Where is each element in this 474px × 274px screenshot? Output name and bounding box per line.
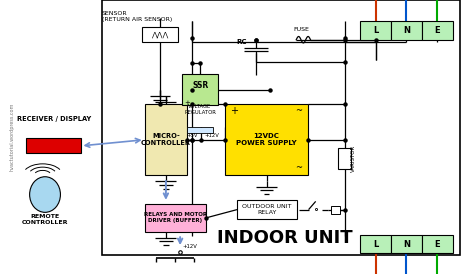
Text: SSR: SSR — [192, 81, 209, 90]
Text: E: E — [435, 240, 440, 249]
Bar — [422, 235, 453, 253]
Text: N: N — [403, 26, 410, 35]
Text: RECEIVER / DISPLAY: RECEIVER / DISPLAY — [18, 116, 91, 122]
Text: N
V: N V — [343, 153, 346, 164]
Text: +: + — [184, 100, 190, 106]
Bar — [145, 104, 187, 175]
Text: 12VDC
POWER SUPPLY: 12VDC POWER SUPPLY — [237, 133, 297, 146]
Text: +12V: +12V — [204, 133, 219, 138]
Bar — [182, 74, 218, 105]
Text: SENSOR
(RETURN AIR SENSOR): SENSOR (RETURN AIR SENSOR) — [102, 11, 172, 22]
Bar — [237, 200, 297, 219]
Bar — [331, 206, 340, 214]
Text: +5V: +5V — [186, 133, 198, 138]
Bar — [26, 138, 81, 153]
Bar — [145, 204, 206, 232]
Text: INDOOR UNIT: INDOOR UNIT — [217, 229, 352, 247]
Text: RELAYS AND MOTOR
DRIVER (BUFFER): RELAYS AND MOTOR DRIVER (BUFFER) — [144, 212, 207, 223]
Text: +12V: +12V — [182, 244, 197, 249]
Bar — [187, 127, 213, 133]
Text: N: N — [403, 240, 410, 249]
Bar — [225, 104, 308, 175]
Ellipse shape — [29, 177, 61, 212]
Bar — [338, 148, 351, 169]
Bar — [102, 0, 460, 255]
Text: hvactutorial.wordpress.com: hvactutorial.wordpress.com — [9, 103, 14, 171]
Text: RC: RC — [237, 39, 247, 45]
Text: VARISTOR: VARISTOR — [351, 145, 356, 172]
Bar — [360, 21, 391, 40]
Text: E: E — [435, 26, 440, 35]
Text: FUSE: FUSE — [293, 27, 309, 32]
Text: OUTDOOR UNIT
RELAY: OUTDOOR UNIT RELAY — [242, 204, 292, 215]
Text: REMOTE
CONTROLLER: REMOTE CONTROLLER — [22, 214, 68, 225]
Bar — [391, 21, 422, 40]
Bar — [422, 21, 453, 40]
Text: MICRO-
CONTROLLER: MICRO- CONTROLLER — [141, 133, 191, 146]
Text: L: L — [373, 26, 378, 35]
Text: VOLTAGE
REGULATOR: VOLTAGE REGULATOR — [184, 104, 216, 115]
Text: ⋀⋀⋀: ⋀⋀⋀ — [151, 32, 169, 38]
Bar — [142, 27, 178, 42]
Text: +: + — [230, 106, 237, 116]
Text: L: L — [373, 240, 378, 249]
Text: ~: ~ — [295, 107, 302, 115]
Bar — [360, 235, 391, 253]
Bar — [391, 235, 422, 253]
Text: ~: ~ — [295, 163, 302, 172]
